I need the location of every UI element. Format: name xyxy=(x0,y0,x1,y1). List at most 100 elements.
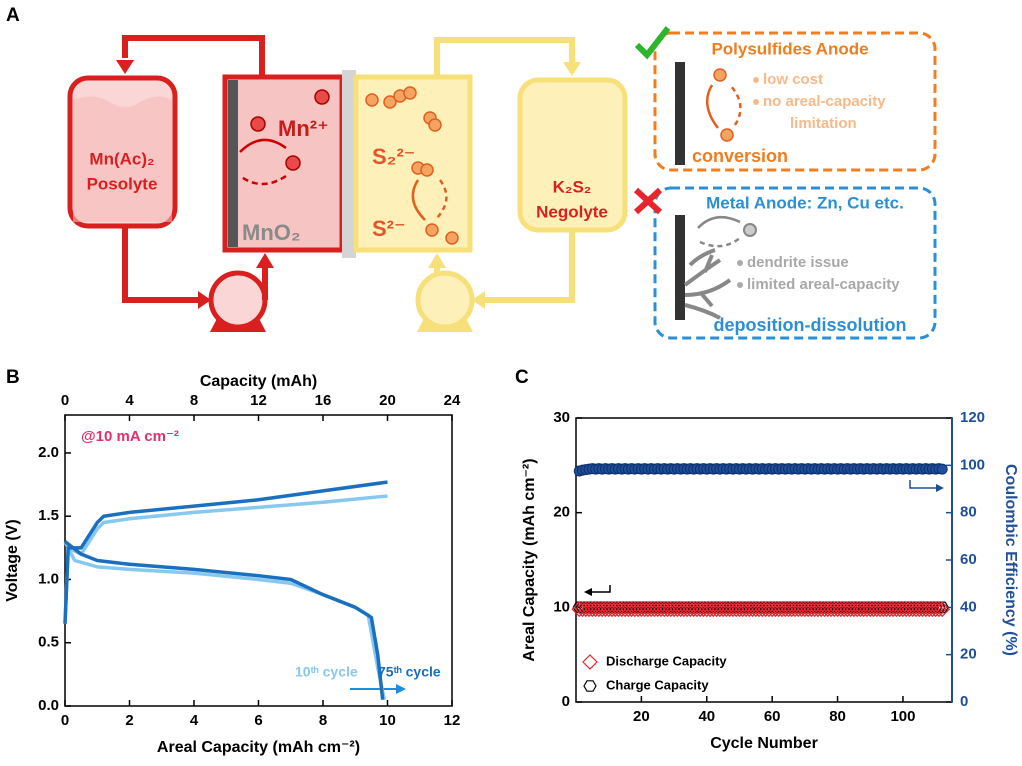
electrode xyxy=(228,80,238,247)
marker xyxy=(934,601,951,618)
y2-tick-label: 80 xyxy=(960,504,977,521)
annotation-arrows xyxy=(350,480,944,694)
y2-tick-label: 20 xyxy=(960,646,977,663)
bullet xyxy=(753,99,759,105)
x2-axis-label: Capacity (mAh) xyxy=(200,373,317,390)
ion xyxy=(314,89,330,105)
y-tick-label: 30 xyxy=(553,409,570,426)
y2-tick-label: 0 xyxy=(960,693,968,710)
x-tick-label: 8 xyxy=(319,712,327,729)
y-axis-label: Voltage (V) xyxy=(4,519,21,601)
line-series xyxy=(63,540,386,701)
line-series xyxy=(63,540,385,700)
y-tick-label: 1.5 xyxy=(38,507,59,524)
legend-marker xyxy=(583,680,597,692)
electrode xyxy=(675,62,685,165)
bullet-text: dendrite issue xyxy=(747,254,849,271)
y2-axis-label: Coulombic Efficiency (%) xyxy=(1002,464,1019,656)
bullet xyxy=(753,77,759,83)
y2-tick-label: 100 xyxy=(960,456,985,473)
tank-label: Negolyte xyxy=(536,202,608,221)
polysulfides-box xyxy=(653,31,937,172)
ion xyxy=(285,155,301,171)
y2-tick-label: 40 xyxy=(960,598,977,615)
arrow-head xyxy=(396,684,406,694)
box-footer: deposition-dissolution xyxy=(714,315,907,335)
box-title: Polysulfides Anode xyxy=(711,39,868,58)
bullet xyxy=(737,282,743,288)
marker xyxy=(936,463,948,475)
x-tick-label: 80 xyxy=(829,708,846,725)
series-label: 75ᵗʰ cycle xyxy=(378,664,441,680)
arrow xyxy=(705,84,719,129)
legend-marker xyxy=(582,654,598,670)
box-footer: conversion xyxy=(692,146,788,166)
y-tick-label: 0.5 xyxy=(38,634,59,651)
scatter-points xyxy=(571,463,951,618)
pipe xyxy=(480,230,575,303)
particle xyxy=(713,68,727,82)
y-tick-label: 10 xyxy=(553,598,570,615)
y-tick-label: 0 xyxy=(562,693,570,710)
tank-label: Posolyte xyxy=(87,174,158,193)
ion-label: Mn²⁺ xyxy=(278,116,329,141)
bullet-text: low cost xyxy=(763,71,823,88)
arrow xyxy=(256,253,274,268)
positive-cell xyxy=(222,74,345,253)
x-tick-label: 20 xyxy=(633,708,650,725)
x2-tick-label: 0 xyxy=(61,392,69,409)
box-title: Metal Anode: Zn, Cu etc. xyxy=(706,193,904,212)
arrow xyxy=(428,253,446,268)
x-axis-label: Areal Capacity (mAh cm⁻²) xyxy=(157,739,360,756)
arrow xyxy=(909,480,938,489)
panel-label: B xyxy=(6,367,20,388)
arrow xyxy=(239,138,287,153)
x-tick-label: 40 xyxy=(698,708,715,725)
x-axis-label: Cycle Number xyxy=(710,735,818,752)
y2-tick-label: 60 xyxy=(960,551,977,568)
legend-label: Discharge Capacity xyxy=(606,653,727,668)
x-tick-label: 2 xyxy=(125,712,133,729)
x-tick-label: 6 xyxy=(254,712,262,729)
electrode-label: MnO₂ xyxy=(242,220,301,245)
pump xyxy=(208,270,268,330)
arrow xyxy=(198,291,211,309)
bullet-text: limitation xyxy=(790,115,857,132)
x-tick-label: 10 xyxy=(379,712,396,729)
pump xyxy=(415,270,475,330)
arrow xyxy=(239,174,287,186)
arrow xyxy=(434,179,448,221)
metal-box xyxy=(653,186,937,340)
legend-label: Charge Capacity xyxy=(606,677,709,692)
pipe xyxy=(434,37,575,76)
y2-tick-label: 120 xyxy=(960,409,985,426)
bullet-text: limited areal-capacity xyxy=(747,276,900,293)
x-tick-label: 12 xyxy=(444,712,461,729)
y-tick-label: 1.0 xyxy=(38,570,59,587)
arrow xyxy=(697,215,741,229)
arrow xyxy=(699,236,741,248)
x-tick-label: 100 xyxy=(890,708,915,725)
y-tick-label: 2.0 xyxy=(38,444,59,461)
x2-tick-label: 4 xyxy=(125,392,134,409)
pipe xyxy=(122,35,265,76)
ion-label: S₂²⁻ xyxy=(372,144,415,169)
ion xyxy=(250,116,266,132)
arrow-head xyxy=(584,588,592,596)
x-tick-label: 4 xyxy=(190,712,199,729)
ion-label: S²⁻ xyxy=(372,216,406,241)
y-tick-label: 0.0 xyxy=(38,697,59,714)
arrow xyxy=(590,585,611,593)
y-axis-label: Areal Capacity (mAh cm⁻²) xyxy=(521,458,538,661)
x-tick-label: 0 xyxy=(61,712,69,729)
x2-tick-label: 20 xyxy=(379,392,396,409)
arrow xyxy=(472,291,485,309)
x2-tick-label: 8 xyxy=(190,392,198,409)
cross-icon xyxy=(633,187,663,215)
plot-frame xyxy=(64,414,453,707)
polysulfide-particles xyxy=(365,86,459,245)
x-tick-label: 60 xyxy=(764,708,781,725)
tank-label: K₂S₂ xyxy=(553,177,592,196)
tank-label: Mn(Ac)₂ xyxy=(89,149,154,168)
